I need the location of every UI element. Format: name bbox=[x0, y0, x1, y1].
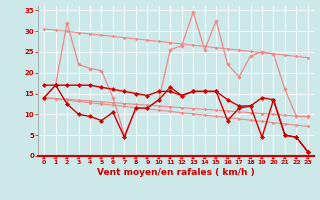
X-axis label: Vent moyen/en rafales ( km/h ): Vent moyen/en rafales ( km/h ) bbox=[97, 168, 255, 177]
